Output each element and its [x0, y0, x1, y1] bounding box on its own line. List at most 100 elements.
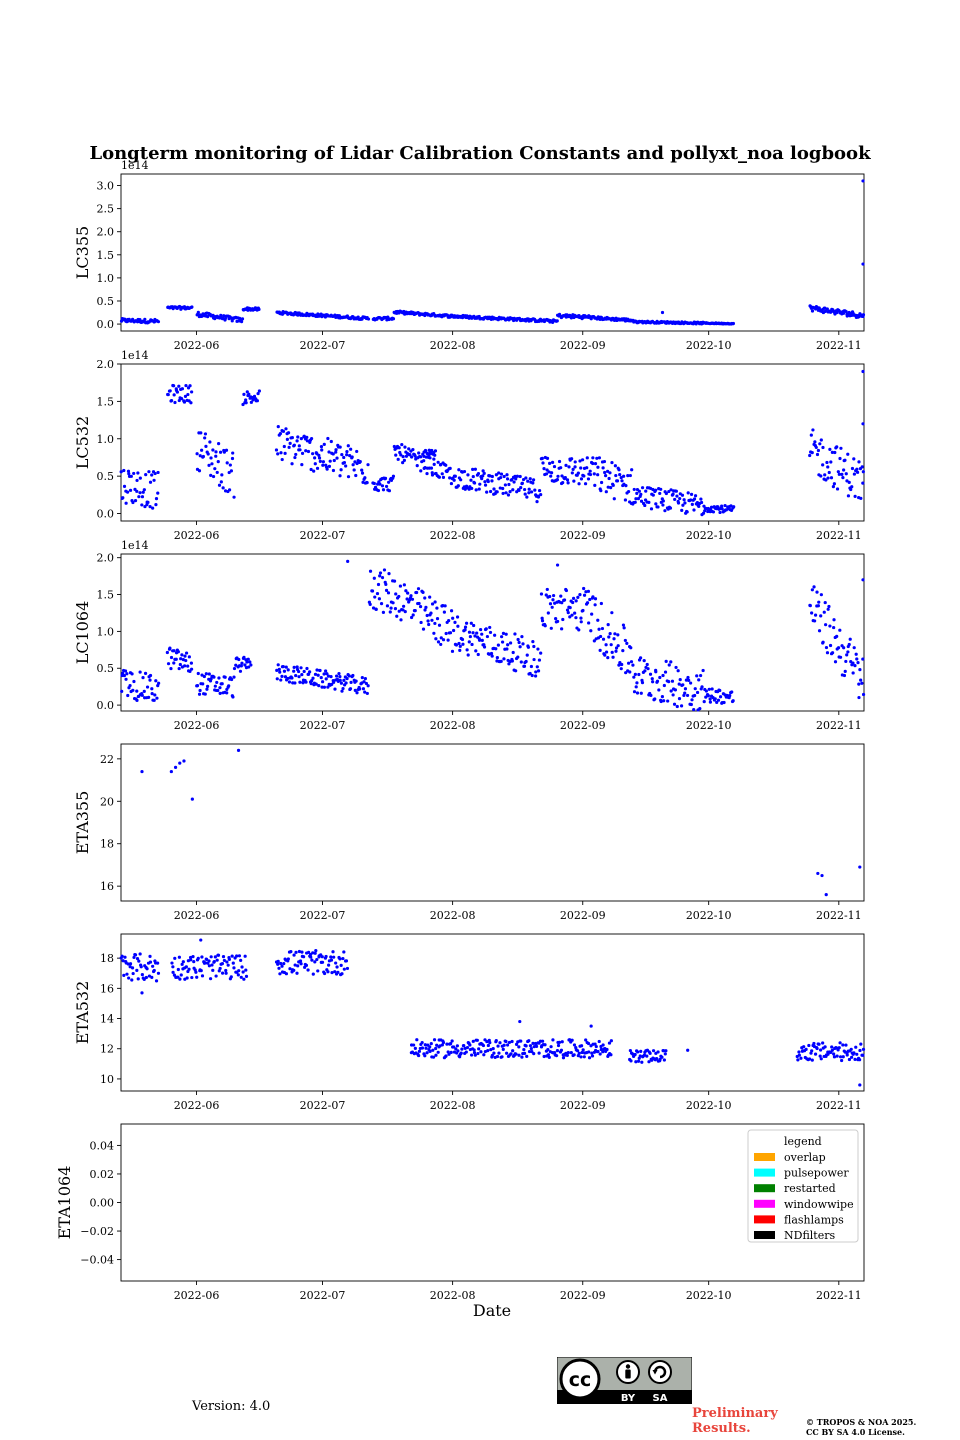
data-point: [456, 1049, 460, 1053]
data-point: [490, 479, 494, 483]
data-point: [502, 474, 506, 479]
data-point: [811, 428, 815, 432]
data-point: [419, 469, 423, 473]
data-point: [230, 319, 234, 323]
data-point: [601, 1050, 605, 1054]
data-point: [473, 634, 477, 638]
data-point: [418, 604, 423, 609]
data-point: [444, 1054, 448, 1058]
data-point: [232, 966, 236, 970]
data-point: [855, 470, 860, 474]
data-point: [133, 953, 138, 957]
data-point: [673, 497, 677, 502]
data-point: [824, 893, 828, 897]
data-point: [540, 1039, 545, 1043]
data-point: [861, 1047, 866, 1051]
data-point: [198, 688, 202, 693]
data-point: [178, 977, 182, 981]
data-point: [249, 663, 253, 667]
data-point: [218, 691, 222, 695]
data-point: [278, 432, 283, 436]
data-point: [207, 964, 211, 968]
data-point: [459, 478, 463, 482]
data-point: [633, 500, 637, 504]
data-point: [277, 966, 281, 970]
x-tick-label: 2022-07: [300, 1289, 346, 1302]
data-point: [838, 1041, 842, 1045]
data-point: [138, 952, 142, 956]
data-point: [546, 1053, 551, 1057]
data-point: [130, 672, 134, 676]
data-point: [225, 960, 229, 964]
data-point: [309, 682, 313, 686]
data-point: [488, 625, 492, 630]
data-point: [609, 486, 613, 490]
data-point: [568, 615, 572, 619]
data-point: [527, 487, 531, 491]
data-point: [127, 976, 131, 980]
data-point: [861, 1053, 865, 1057]
data-point: [434, 1046, 438, 1051]
data-point: [128, 488, 133, 492]
data-point: [808, 453, 812, 458]
data-point: [309, 955, 313, 959]
data-point: [391, 317, 396, 321]
data-point: [626, 661, 631, 665]
data-point: [148, 480, 153, 484]
data-point: [579, 1044, 584, 1048]
data-point: [363, 677, 368, 681]
data-point: [340, 452, 344, 457]
x-tick-label: 2022-11: [816, 339, 862, 352]
data-point: [594, 1044, 598, 1049]
data-point: [140, 495, 145, 499]
data-point: [131, 971, 135, 976]
data-point: [810, 611, 814, 615]
data-point: [826, 607, 830, 611]
data-point: [188, 384, 192, 388]
data-point: [620, 662, 624, 667]
data-point: [564, 463, 568, 467]
y-tick-label: 2.0: [97, 226, 115, 239]
data-point: [647, 1060, 651, 1064]
data-point: [533, 674, 538, 678]
legend-label-flashlamps: flashlamps: [784, 1213, 844, 1226]
data-point: [589, 629, 593, 633]
data-point: [342, 460, 347, 465]
data-point: [609, 643, 613, 647]
data-point: [518, 474, 522, 479]
data-point: [810, 451, 814, 455]
data-point: [297, 675, 301, 679]
data-point: [157, 681, 161, 685]
data-point: [428, 456, 432, 460]
data-point: [344, 959, 349, 963]
data-point: [729, 508, 734, 512]
data-point: [837, 472, 841, 476]
data-point: [249, 400, 253, 404]
data-point: [342, 455, 346, 460]
data-point: [846, 452, 850, 456]
data-point: [467, 640, 471, 644]
data-point: [188, 955, 193, 960]
data-point: [680, 493, 685, 497]
data-point: [326, 674, 331, 678]
data-point: [342, 967, 346, 971]
data-point: [137, 959, 141, 963]
data-point: [363, 476, 367, 480]
data-point: [232, 495, 236, 499]
data-point: [312, 469, 316, 473]
data-point: [634, 685, 638, 689]
data-point: [645, 662, 649, 667]
data-point: [591, 595, 595, 599]
data-point: [439, 642, 443, 647]
data-point: [841, 311, 846, 315]
data-point: [593, 603, 597, 607]
data-point: [532, 644, 536, 649]
data-point: [398, 450, 402, 455]
data-point: [332, 458, 336, 463]
data-point: [829, 310, 833, 314]
data-point: [433, 621, 437, 626]
cc-icon: [559, 1358, 601, 1400]
data-point: [309, 436, 314, 441]
data-point: [501, 1047, 505, 1051]
